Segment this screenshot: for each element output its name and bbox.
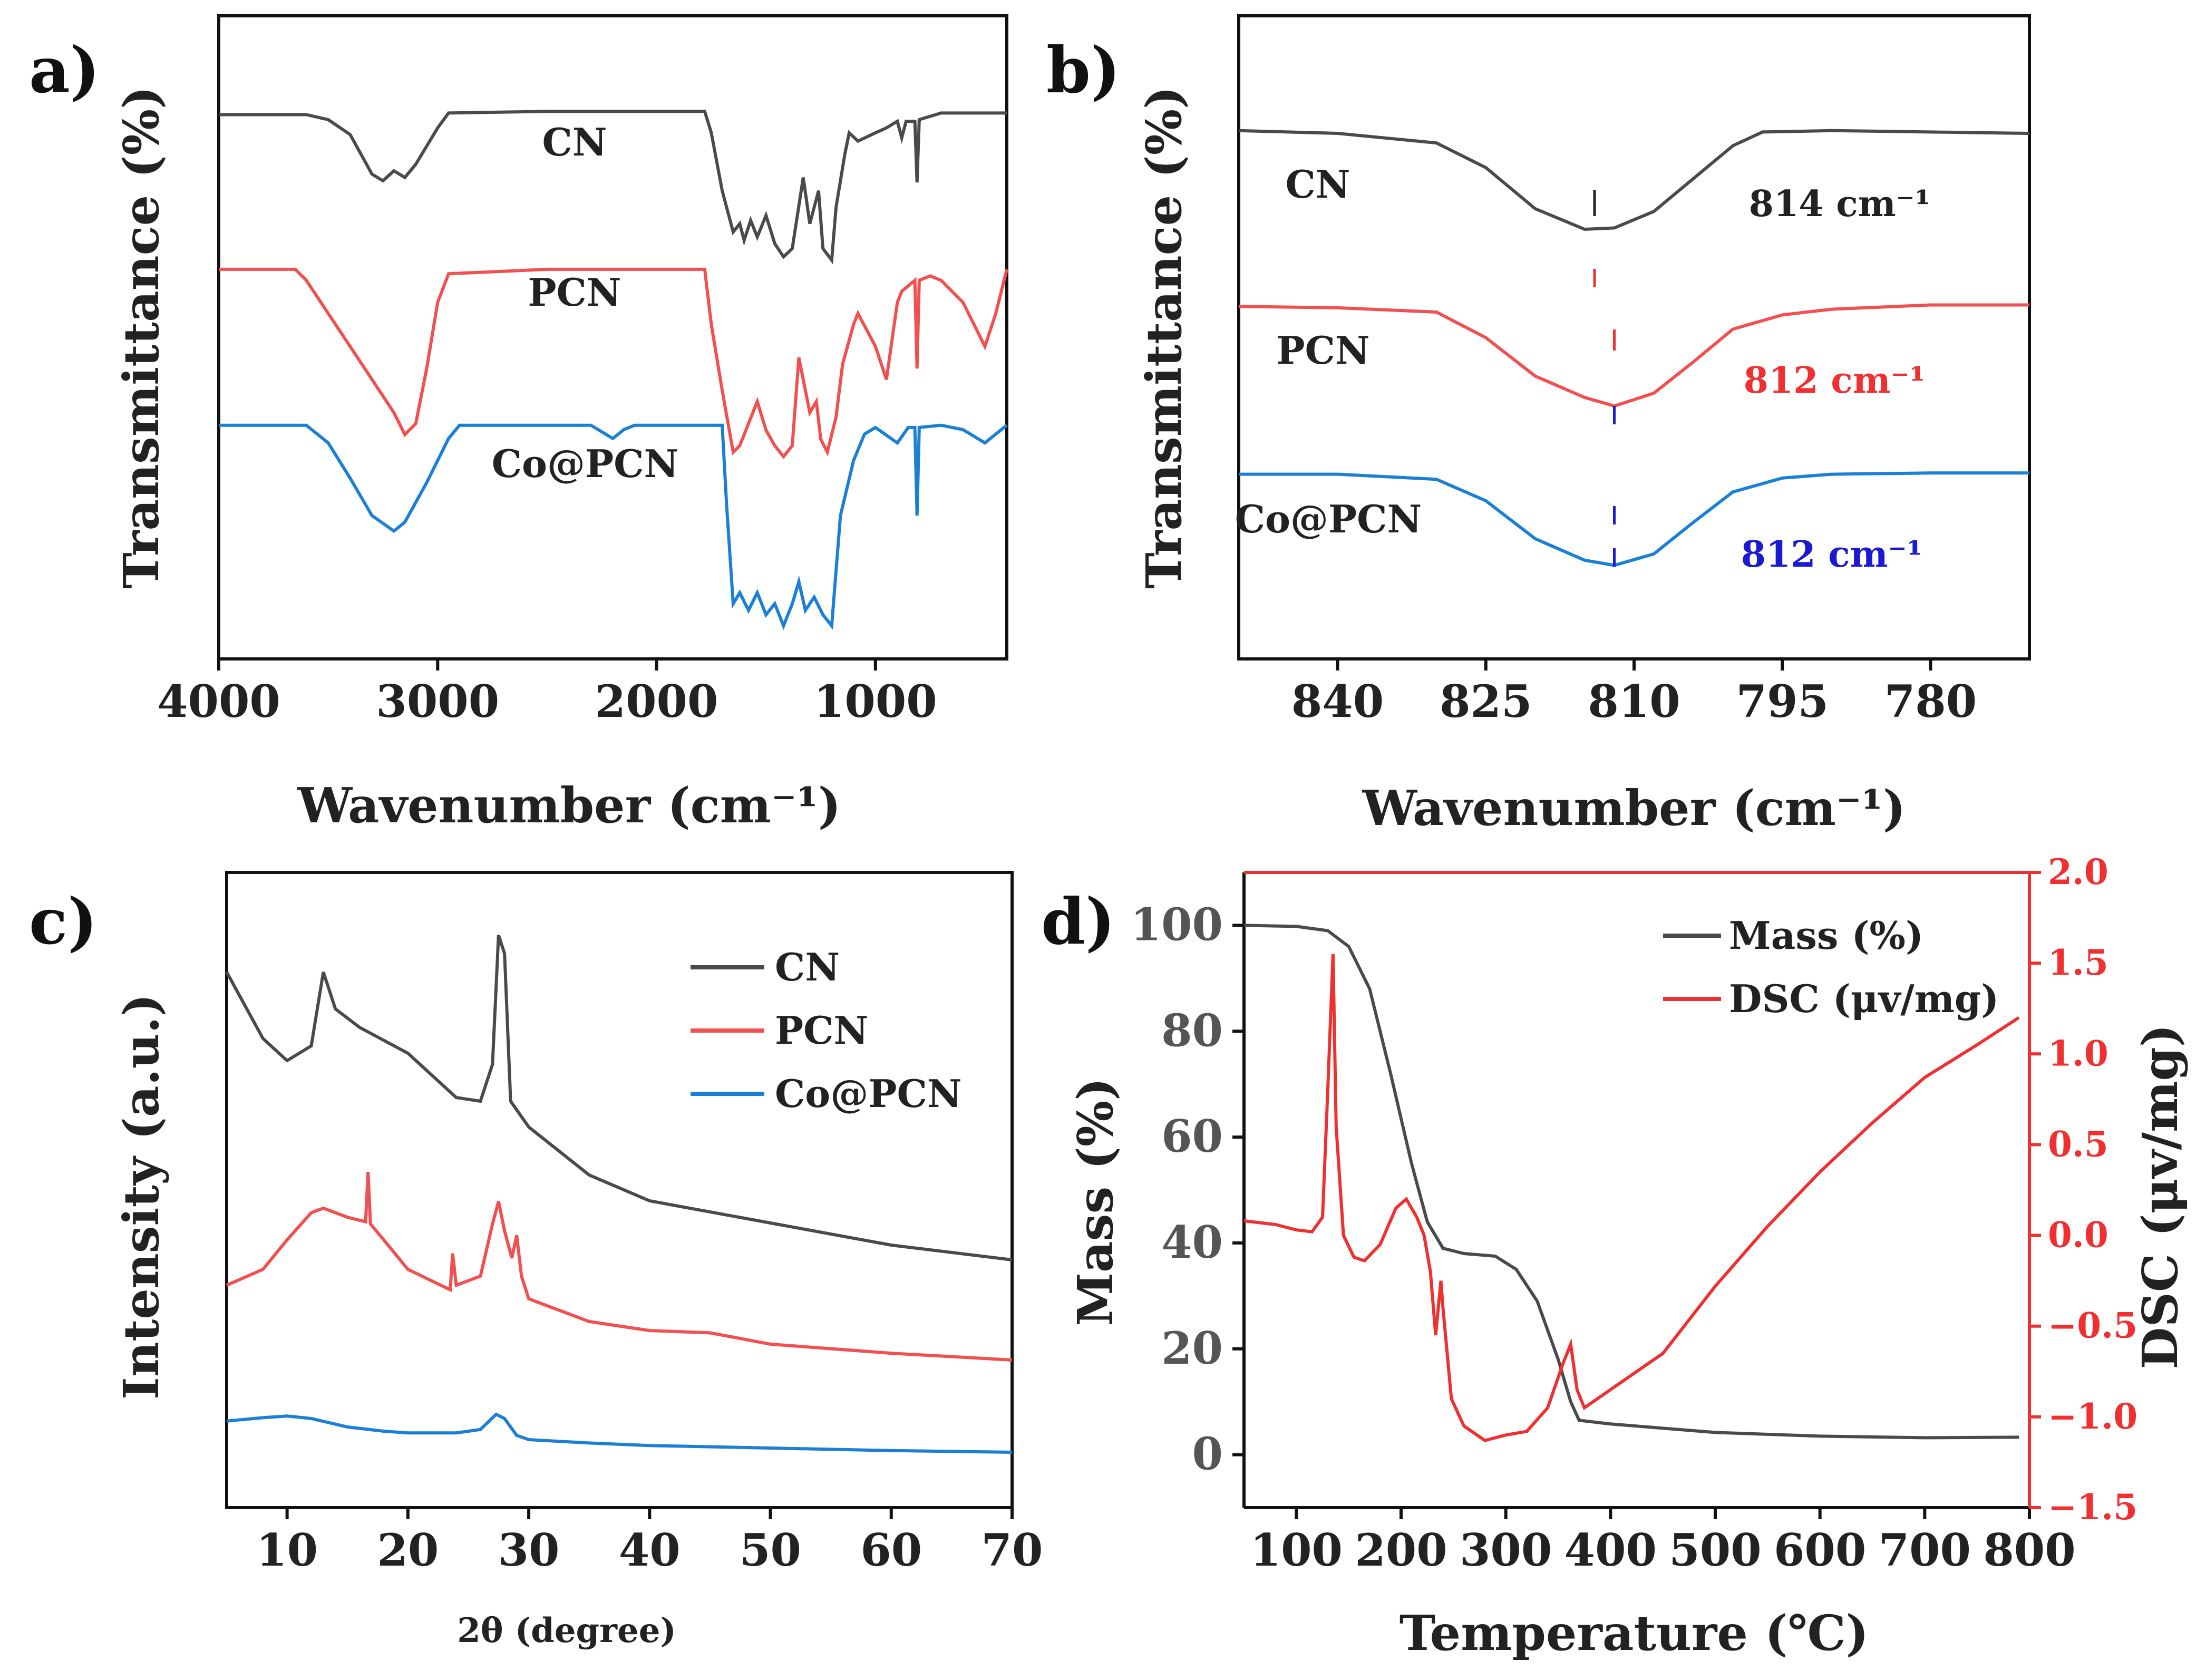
y2-tick-label: −1.5	[2048, 1487, 2137, 1528]
series-label: Co@PCN	[1235, 497, 1422, 541]
peak-annotation: 814 cm⁻¹	[1749, 183, 1931, 225]
y2-tick-label: −1.0	[2048, 1396, 2137, 1437]
x-axis-title: 2θ (degree)	[457, 1611, 676, 1650]
series-label: CN	[542, 120, 607, 164]
x-tick-label: 300	[1460, 1524, 1552, 1576]
x-tick-label: 1000	[814, 675, 937, 727]
series-line-dsc	[1243, 954, 2020, 1442]
x-tick-label: 795	[1736, 675, 1829, 727]
y-axis-title: Transmittance (%)	[113, 86, 170, 588]
x-tick-label: 100	[1250, 1524, 1343, 1576]
x-tick-label: 600	[1774, 1524, 1866, 1576]
x-tick-label: 50	[740, 1524, 801, 1576]
legend-label: CN	[775, 945, 840, 989]
series-line-mass	[1243, 924, 2019, 1440]
panel-label: a)	[29, 33, 100, 108]
x-tick-label: 70	[981, 1524, 1043, 1576]
y-tick-label: 60	[1161, 1110, 1223, 1162]
panel-label: d)	[1041, 885, 1115, 959]
peak-annotation: 812 cm⁻¹	[1744, 360, 1926, 402]
y-axis-title: Transmittance (%)	[1135, 86, 1192, 588]
y-tick-label: 0	[1192, 1428, 1223, 1480]
x-tick-label: 40	[619, 1524, 681, 1576]
y2-tick-label: 1.5	[2048, 942, 2108, 983]
y-tick-label: 40	[1161, 1216, 1223, 1268]
y-tick-label: 80	[1161, 1004, 1223, 1056]
x-tick-label: 810	[1588, 675, 1680, 727]
y2-tick-label: −0.5	[2048, 1305, 2137, 1346]
x-tick-label: 780	[1884, 675, 1977, 727]
x-tick-label: 3000	[376, 675, 499, 727]
panel-label: c)	[29, 885, 98, 959]
x-tick-label: 400	[1564, 1524, 1657, 1576]
y-axis-title: Intensity (a.u.)	[113, 994, 170, 1400]
series-label: Co@PCN	[492, 441, 679, 486]
x-axis-title: Temperature (℃)	[1400, 1605, 1869, 1662]
legend-label: DSC (μv/mg)	[1729, 976, 1999, 1021]
series-label: CN	[1285, 162, 1350, 207]
series-line-co-at-pcn	[219, 423, 1008, 630]
panel-d: d)100 200 300 400 500 600 700 800020406080100−1…	[1041, 851, 2189, 1662]
series-line-pcn	[1238, 303, 2029, 408]
series-line-co-at-pcn	[226, 1412, 1013, 1454]
y-tick-label: 100	[1131, 898, 1223, 950]
x-tick-label: 200	[1355, 1524, 1447, 1576]
series-label: PCN	[528, 270, 621, 315]
series-label: PCN	[1276, 328, 1369, 373]
x-tick-label: 800	[1983, 1524, 2075, 1576]
legend-label: Co@PCN	[775, 1071, 962, 1116]
plot-frame	[217, 14, 1008, 661]
x-tick-label: 840	[1291, 675, 1384, 727]
x-tick-label: 825	[1440, 675, 1532, 727]
panel-label: b)	[1046, 33, 1121, 108]
y2-tick-label: 0.5	[2048, 1123, 2108, 1164]
peak-annotation: 812 cm⁻¹	[1741, 533, 1923, 576]
y2-tick-label: 0.0	[2048, 1215, 2108, 1256]
x-axis-title: Wavenumber (cm⁻¹)	[1362, 780, 1906, 837]
y-axis-title: Mass (%)	[1067, 1077, 1124, 1326]
y-tick-label: 20	[1161, 1322, 1223, 1374]
series-line-pcn	[219, 267, 1008, 460]
series-line-cn	[219, 110, 1007, 265]
x-tick-label: 30	[498, 1524, 560, 1576]
x-tick-label: 10	[256, 1524, 318, 1576]
series-line-cn	[225, 935, 1013, 1261]
y2-tick-label: 1.0	[2048, 1033, 2108, 1074]
plot-frame	[225, 871, 1014, 1509]
x-tick-label: 4000	[157, 675, 280, 727]
panel-a: a) 4000 3000 2000 1000 CN PCN Co@PCN Wavenumber …	[29, 14, 1008, 834]
legend-label: Mass (%)	[1729, 913, 1923, 958]
legend: CN PCN Co@PCN	[691, 945, 962, 1116]
series-line-pcn	[226, 1171, 1013, 1362]
x-tick-label: 700	[1879, 1524, 1971, 1576]
x-tick-label: 60	[860, 1524, 922, 1576]
x-axis-title: Wavenumber (cm⁻¹)	[297, 777, 841, 834]
x-tick-label: 20	[377, 1524, 439, 1576]
series-line-cn	[1238, 129, 2030, 231]
y2-axis-title: DSC (μv/mg)	[2132, 1024, 2189, 1370]
panel-c: c) 10 20 30 40 50 60 70 CN PCN Co@PCN 2θ (degree) In…	[29, 871, 1043, 1650]
y2-tick-label: 2.0	[2048, 851, 2108, 892]
legend-label: PCN	[775, 1008, 868, 1053]
x-tick-label: 2000	[595, 675, 718, 727]
legend: Mass (%) DSC (μv/mg)	[1663, 913, 1999, 1021]
panel-b: b) 840 825 810 795 780 CN PCN Co@PCN 814 cm⁻¹ 812 …	[1046, 14, 2031, 837]
x-tick-label: 500	[1669, 1524, 1761, 1576]
series-line-co-at-pcn	[1239, 471, 2029, 567]
